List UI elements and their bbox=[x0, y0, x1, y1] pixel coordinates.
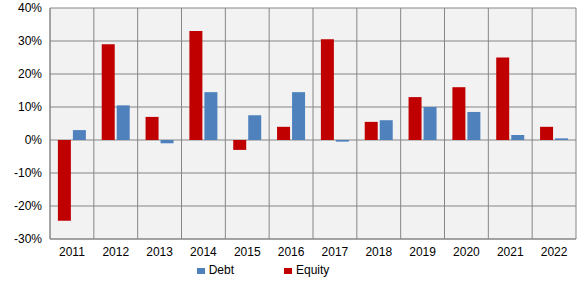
html-text:Debt: Debt bbox=[208, 263, 234, 277]
svg-text:2022: 2022 bbox=[541, 245, 568, 259]
svg-text:2014: 2014 bbox=[190, 245, 217, 259]
svg-text:2013: 2013 bbox=[146, 245, 173, 259]
svg-text:30%: 30% bbox=[18, 34, 42, 48]
svg-text:10%: 10% bbox=[18, 100, 42, 114]
svg-text:2021: 2021 bbox=[497, 245, 524, 259]
svg-text:2012: 2012 bbox=[102, 245, 129, 259]
svg-text:2016: 2016 bbox=[278, 245, 305, 259]
svg-text:-30%: -30% bbox=[14, 232, 42, 246]
svg-text:20%: 20% bbox=[18, 67, 42, 81]
svg-text:0%: 0% bbox=[25, 133, 43, 147]
svg-text:2017: 2017 bbox=[322, 245, 349, 259]
svg-text:-20%: -20% bbox=[14, 199, 42, 213]
svg-text:2020: 2020 bbox=[453, 245, 480, 259]
svg-text:40%: 40% bbox=[18, 1, 42, 15]
svg-text:2018: 2018 bbox=[365, 245, 392, 259]
svg-text:-10%: -10% bbox=[14, 166, 42, 180]
html-text:Equity: Equity bbox=[296, 263, 330, 277]
svg-text:2015: 2015 bbox=[234, 245, 261, 259]
svg-text:2011: 2011 bbox=[59, 245, 85, 259]
svg-text:2019: 2019 bbox=[409, 245, 436, 259]
